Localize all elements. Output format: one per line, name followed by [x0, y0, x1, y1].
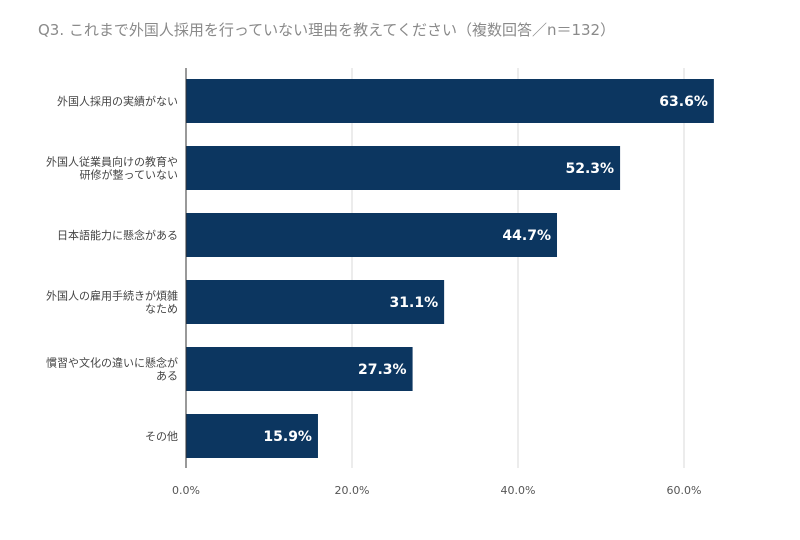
data-label: 27.3% [358, 362, 407, 378]
category-label: 研修が整っていない [80, 168, 178, 182]
category-label: 外国人採用の実績がない [57, 94, 178, 108]
x-tick-label: 60.0% [667, 484, 702, 497]
x-tick-label: 40.0% [501, 484, 536, 497]
category-label: 日本語能力に懸念がある [57, 228, 178, 242]
category-label: なため [145, 303, 178, 316]
bar [186, 347, 413, 391]
category-label: その他 [145, 430, 178, 443]
category-label: 外国人従業員向けの教育や [46, 155, 178, 169]
category-label: ある [156, 370, 178, 383]
data-label: 31.1% [390, 295, 439, 311]
data-label: 63.6% [659, 94, 708, 110]
bar [186, 213, 558, 257]
data-label: 15.9% [263, 429, 312, 445]
data-label: 44.7% [502, 228, 551, 244]
bar [186, 146, 621, 190]
x-tick-label: 20.0% [335, 484, 370, 497]
x-tick-label: 0.0% [172, 484, 200, 497]
bar [186, 280, 445, 324]
bar [186, 79, 714, 123]
category-label: 外国人の雇用手続きが煩雑 [46, 289, 178, 303]
data-label: 52.3% [566, 161, 615, 177]
chart-title: Q3. これまで外国人採用を行っていない理由を教えてください（複数回答／n＝13… [38, 21, 616, 39]
category-label: 慣習や文化の違いに懸念が [46, 356, 178, 370]
bar [186, 414, 318, 458]
